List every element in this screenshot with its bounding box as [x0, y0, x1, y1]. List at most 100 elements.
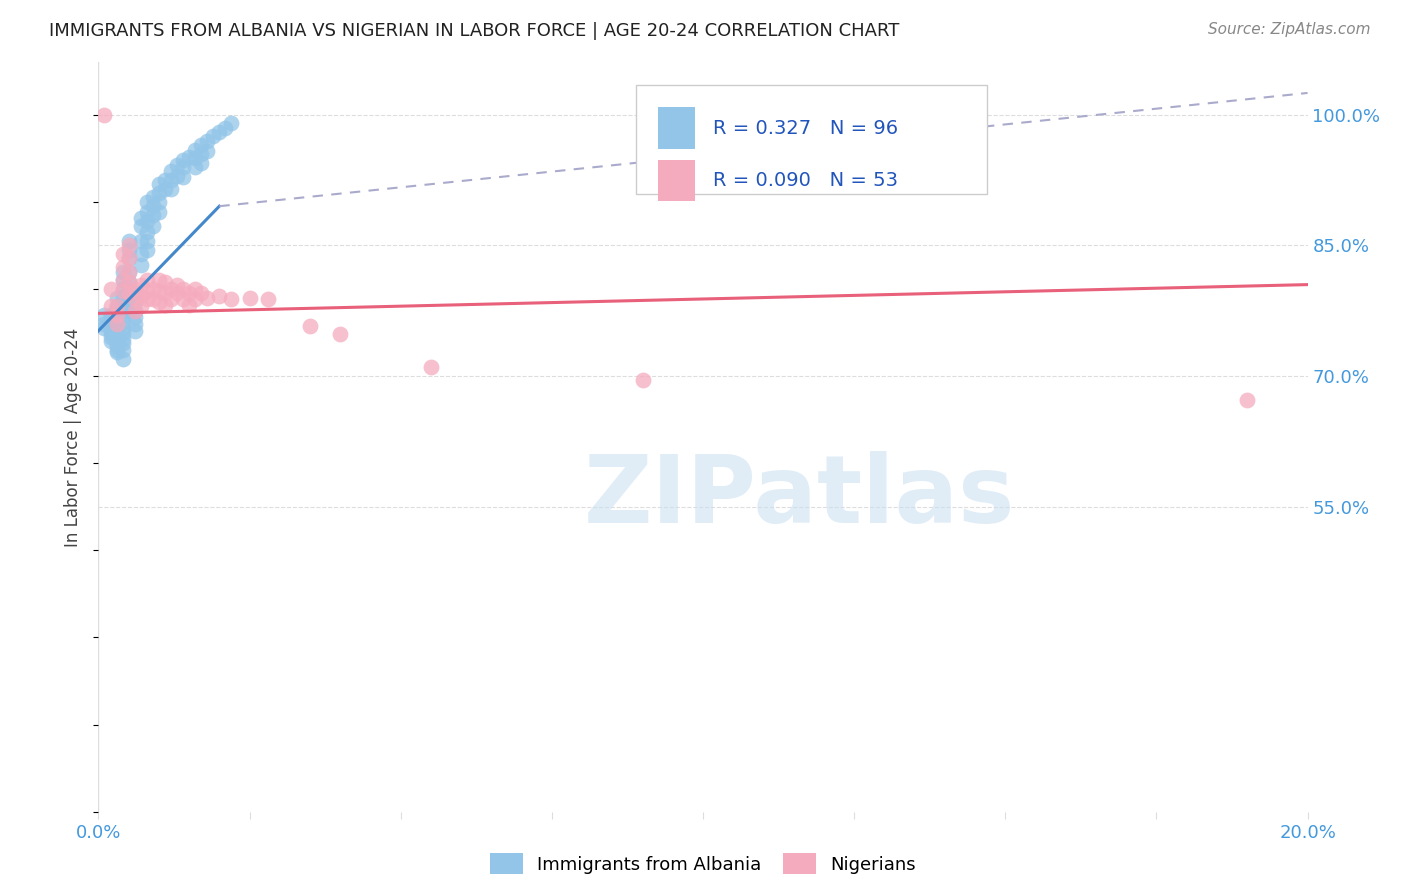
Point	[160, 282, 183, 296]
Point	[124, 317, 146, 331]
Point	[166, 286, 188, 301]
Point	[172, 160, 194, 174]
Point	[124, 303, 146, 318]
Legend: Immigrants from Albania, Nigerians: Immigrants from Albania, Nigerians	[491, 854, 915, 874]
Point	[111, 343, 134, 357]
Point	[148, 178, 170, 192]
Point	[190, 155, 212, 169]
Point	[256, 293, 278, 307]
Point	[124, 282, 146, 296]
Point	[129, 234, 152, 248]
Point	[129, 258, 152, 272]
Point	[129, 247, 152, 261]
Point	[100, 330, 122, 344]
Point	[93, 321, 115, 335]
Point	[190, 138, 212, 153]
Point	[105, 315, 128, 329]
Point	[153, 173, 176, 187]
Point	[118, 238, 141, 252]
Point	[190, 147, 212, 161]
Point	[420, 360, 443, 375]
Point	[100, 308, 122, 322]
Point	[105, 327, 128, 342]
Point	[153, 182, 176, 196]
Point	[329, 327, 352, 342]
Point	[111, 336, 134, 351]
Point	[135, 293, 157, 307]
Point	[124, 293, 146, 307]
Point	[105, 344, 128, 359]
Point	[105, 291, 128, 305]
Point	[111, 333, 134, 347]
Point	[111, 308, 134, 322]
Point	[153, 286, 176, 301]
Point	[111, 260, 134, 275]
FancyBboxPatch shape	[658, 107, 695, 149]
Point	[135, 225, 157, 239]
Point	[118, 293, 141, 307]
Point	[135, 273, 157, 287]
Y-axis label: In Labor Force | Age 20-24: In Labor Force | Age 20-24	[65, 327, 83, 547]
Point	[118, 303, 141, 318]
Point	[239, 291, 262, 305]
Point	[142, 293, 165, 307]
Point	[105, 308, 128, 322]
Point	[118, 252, 141, 266]
Point	[100, 321, 122, 335]
Point	[118, 284, 141, 298]
Point	[93, 308, 115, 322]
Point	[142, 199, 165, 213]
Point	[172, 153, 194, 167]
Point	[184, 143, 207, 157]
Point	[124, 310, 146, 324]
Point	[166, 158, 188, 172]
Point	[105, 299, 128, 313]
Point	[148, 273, 170, 287]
Point	[148, 284, 170, 298]
Point	[111, 247, 134, 261]
Point	[111, 326, 134, 340]
Point	[208, 125, 231, 139]
Point	[105, 338, 128, 352]
Point	[111, 284, 134, 298]
Point	[179, 149, 201, 163]
Point	[195, 134, 218, 148]
Point	[179, 298, 201, 312]
Point	[105, 330, 128, 344]
Point	[221, 116, 243, 130]
Point	[105, 317, 128, 331]
Point	[221, 293, 243, 307]
Point	[148, 295, 170, 310]
Point	[118, 264, 141, 278]
Point	[135, 205, 157, 219]
Point	[631, 374, 654, 388]
Point	[142, 208, 165, 222]
Point	[129, 299, 152, 313]
Point	[105, 343, 128, 357]
Point	[172, 293, 194, 307]
Point	[105, 301, 128, 315]
Point	[105, 336, 128, 351]
Point	[179, 286, 201, 301]
Point	[118, 275, 141, 289]
Point	[105, 308, 128, 322]
Point	[135, 284, 157, 298]
Text: Source: ZipAtlas.com: Source: ZipAtlas.com	[1208, 22, 1371, 37]
Point	[93, 317, 115, 331]
Point	[100, 282, 122, 296]
Point	[148, 194, 170, 209]
Point	[105, 299, 128, 313]
Point	[124, 286, 146, 301]
Point	[111, 303, 134, 318]
Point	[100, 326, 122, 340]
Point	[124, 295, 146, 310]
Point	[111, 315, 134, 329]
Point	[111, 273, 134, 287]
Point	[100, 299, 122, 313]
Point	[93, 108, 115, 122]
Point	[111, 264, 134, 278]
Point	[118, 252, 141, 266]
Point	[172, 170, 194, 185]
Point	[111, 351, 134, 366]
Point	[105, 320, 128, 334]
